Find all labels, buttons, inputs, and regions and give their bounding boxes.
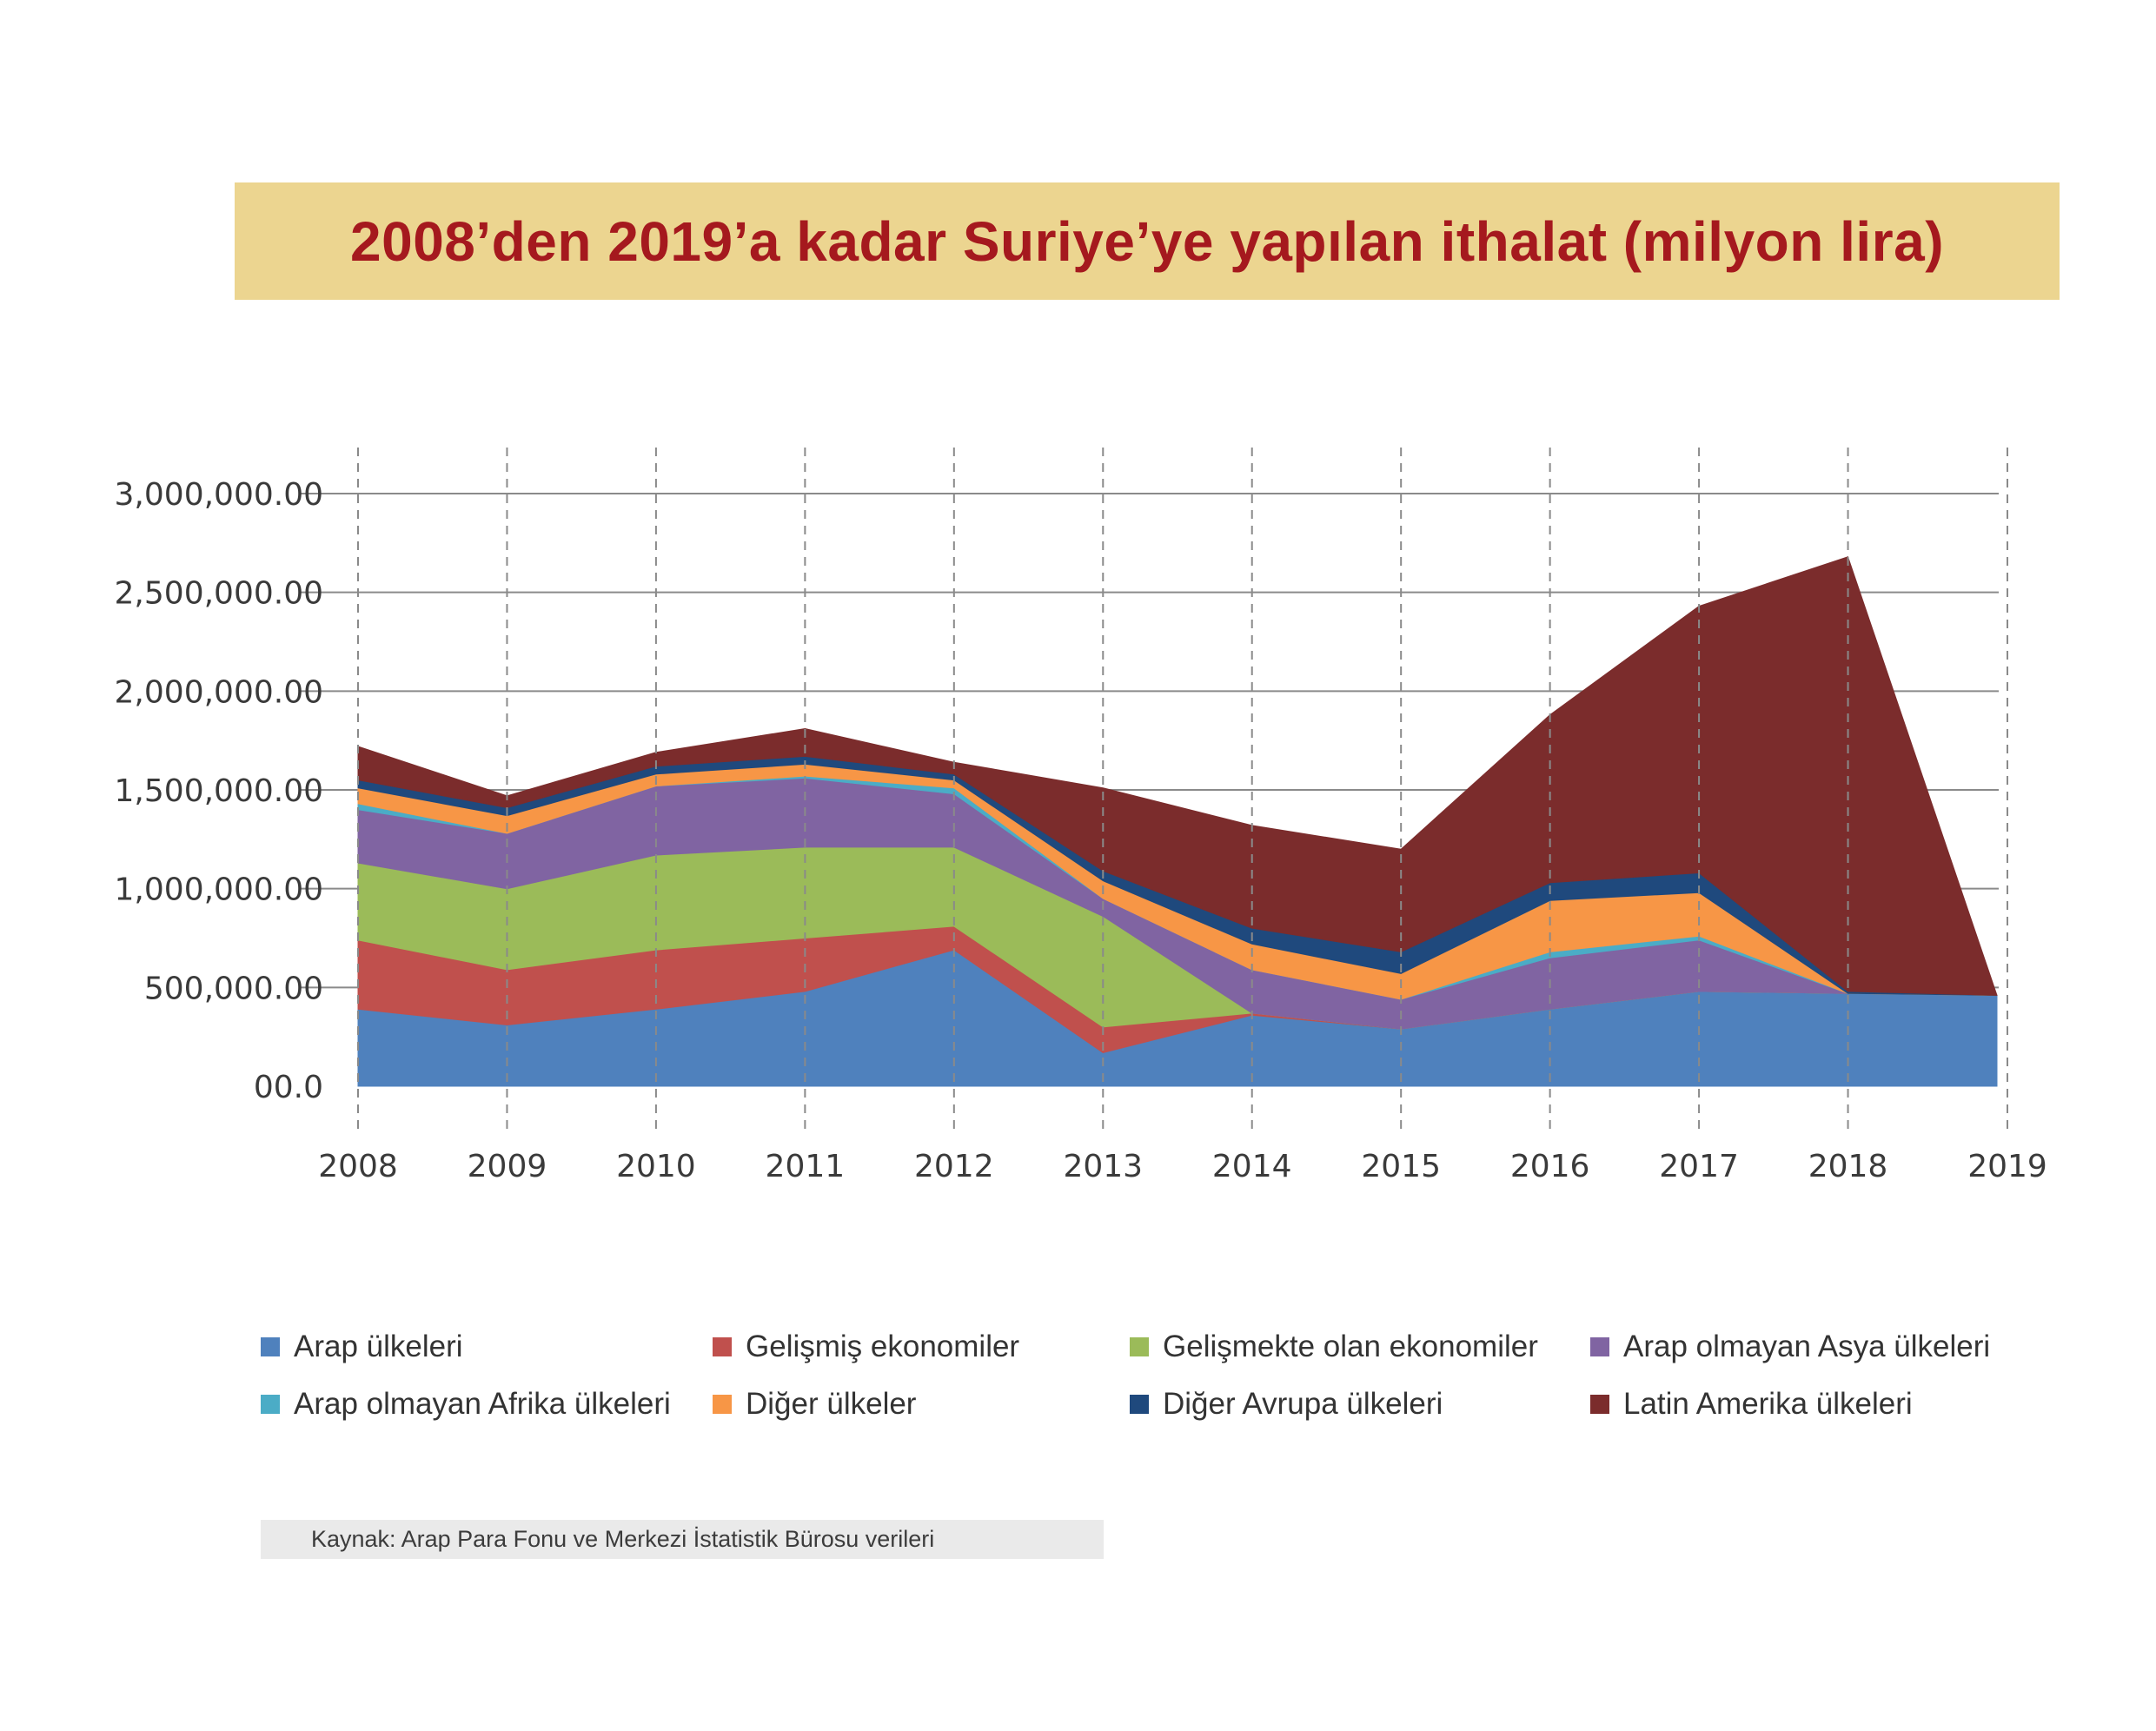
x-tick-label: 2016 xyxy=(1510,1149,1590,1184)
area-chart: 00.0 500,000.00 1,000,000.00 1,500,000.00 2,… xyxy=(115,448,2047,1184)
source-note: Kaynak: Arap Para Fonu ve Merkezi İstati… xyxy=(261,1520,1104,1559)
x-tick-label: 2015 xyxy=(1361,1149,1441,1184)
legend-item: Latin Amerika ülkeleri xyxy=(1590,1387,1913,1422)
legend-swatch xyxy=(1590,1337,1609,1356)
legend-item: Gelişmekte olan ekonomiler xyxy=(1130,1330,1538,1364)
legend-label: Gelişmekte olan ekonomiler xyxy=(1163,1330,1538,1363)
legend-item: Arap olmayan Afrika ülkeleri xyxy=(261,1387,671,1422)
legend-row-2: Arap olmayan Afrika ülkeleri Diğer ülkele… xyxy=(261,1387,2086,1444)
legend-swatch xyxy=(261,1337,280,1356)
y-tick-label: 00.0 xyxy=(254,1070,323,1105)
legend-swatch xyxy=(1590,1395,1609,1414)
x-tick-label: 2018 xyxy=(1808,1149,1888,1184)
legend-item: Diğer ülkeler xyxy=(713,1387,916,1422)
legend-label: Gelişmiş ekonomiler xyxy=(746,1330,1020,1363)
legend-item: Diğer Avrupa ülkeleri xyxy=(1130,1387,1443,1422)
legend-label: Diğer ülkeler xyxy=(746,1387,917,1421)
y-tick-label: 500,000.00 xyxy=(144,971,323,1006)
legend-label: Arap olmayan Afrika ülkeleri xyxy=(294,1387,671,1421)
y-tick-label: 3,000,000.00 xyxy=(115,477,323,513)
chart-legend: Arap ülkeleri Gelişmiş ekonomiler Gelişmek… xyxy=(261,1330,2086,1444)
chart-title: 2008’den 2019’a kadar Suriye’ye yapılan … xyxy=(350,209,1944,273)
y-tick-label: 2,000,000.00 xyxy=(115,674,323,710)
source-note-text: Kaynak: Arap Para Fonu ve Merkezi İstati… xyxy=(311,1526,935,1552)
legend-swatch xyxy=(261,1395,280,1414)
legend-label: Diğer Avrupa ülkeleri xyxy=(1163,1387,1443,1421)
title-band: 2008’den 2019’a kadar Suriye’ye yapılan … xyxy=(235,182,2060,300)
x-tick-label: 2008 xyxy=(318,1149,398,1184)
legend-item: Arap ülkeleri xyxy=(261,1330,463,1364)
legend-swatch xyxy=(713,1395,732,1414)
x-tick-label: 2009 xyxy=(468,1149,547,1184)
x-tick-label: 2013 xyxy=(1063,1149,1143,1184)
legend-label: Arap olmayan Asya ülkeleri xyxy=(1623,1330,1991,1363)
legend-swatch xyxy=(1130,1337,1149,1356)
legend-label: Arap ülkeleri xyxy=(294,1330,463,1363)
y-tick-label: 2,500,000.00 xyxy=(115,576,323,612)
legend-item: Arap olmayan Asya ülkeleri xyxy=(1590,1330,1990,1364)
x-tick-label: 2010 xyxy=(616,1149,696,1184)
y-tick-label: 1,500,000.00 xyxy=(115,773,323,809)
legend-item: Gelişmiş ekonomiler xyxy=(713,1330,1019,1364)
legend-label: Latin Amerika ülkeleri xyxy=(1623,1387,1913,1421)
x-tick-label: 2019 xyxy=(1967,1149,2047,1184)
x-tick-label: 2011 xyxy=(766,1149,846,1184)
series-area-7 xyxy=(357,556,1998,996)
x-tick-label: 2017 xyxy=(1659,1149,1739,1184)
legend-swatch xyxy=(1130,1395,1149,1414)
x-tick-label: 2014 xyxy=(1212,1149,1292,1184)
legend-row-1: Arap ülkeleri Gelişmiş ekonomiler Gelişmek… xyxy=(261,1330,2086,1387)
y-tick-label: 1,000,000.00 xyxy=(115,872,323,908)
x-tick-label: 2012 xyxy=(914,1149,994,1184)
legend-swatch xyxy=(713,1337,732,1356)
